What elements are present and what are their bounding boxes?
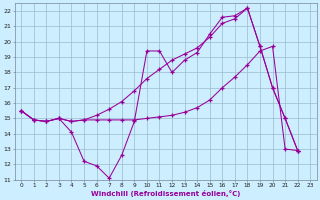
X-axis label: Windchill (Refroidissement éolien,°C): Windchill (Refroidissement éolien,°C): [91, 190, 240, 197]
